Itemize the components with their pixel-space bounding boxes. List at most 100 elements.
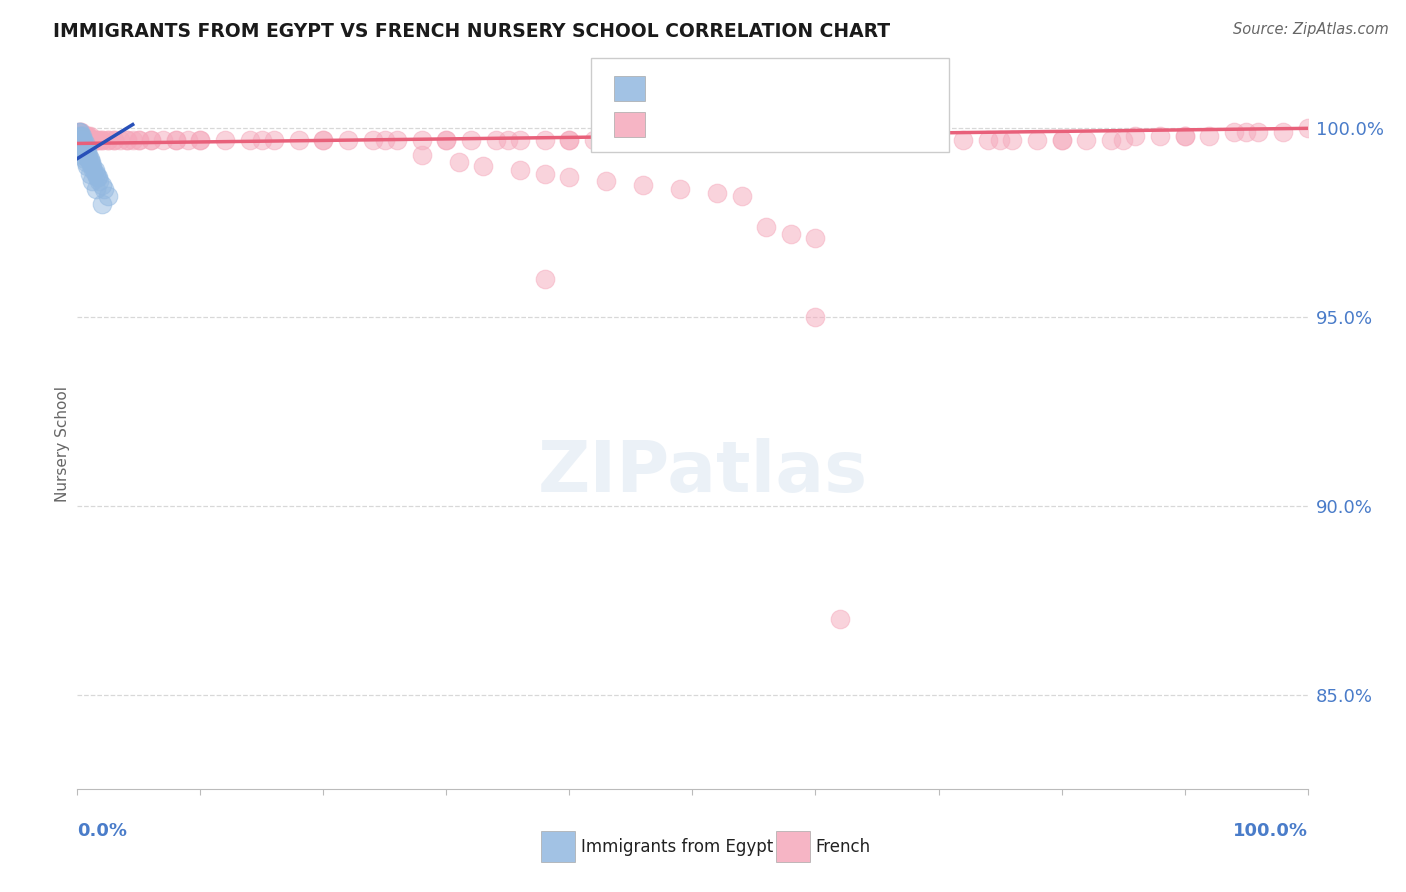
Point [804,133,827,147]
Point [682,133,704,147]
Text: 0.0%: 0.0% [77,822,128,840]
Point [70,128,93,143]
Point [97,133,120,147]
Point [103,133,125,147]
Point [853,133,876,147]
Point [76,144,98,158]
Point [79,167,101,181]
Point [1149,128,1171,143]
Point [77,148,100,162]
Text: Source: ZipAtlas.com: Source: ZipAtlas.com [1233,22,1389,37]
Point [67,125,90,139]
Point [97,189,120,203]
Point [87,170,110,185]
Point [1125,128,1147,143]
Text: ZIPatlas: ZIPatlas [538,438,868,508]
Point [70,144,93,158]
Point [411,148,433,162]
Point [82,162,104,177]
Point [93,182,115,196]
Point [79,155,101,169]
Point [76,128,98,143]
Point [84,133,107,147]
Point [75,155,97,169]
Point [80,155,103,169]
Y-axis label: Nursery School: Nursery School [55,385,70,502]
Text: R =: R = [657,79,699,98]
Point [509,162,531,177]
Point [534,133,557,147]
Point [928,133,950,147]
Point [141,133,163,147]
Point [103,133,125,147]
Point [79,128,101,143]
Point [509,133,531,147]
Point [496,133,519,147]
Point [633,133,655,147]
Point [165,133,187,147]
Point [558,170,581,185]
Point [1198,128,1220,143]
Point [1112,133,1135,147]
Point [988,133,1011,147]
Point [70,128,93,143]
Point [128,133,150,147]
Text: 0.447: 0.447 [710,79,762,98]
Point [83,162,105,177]
Text: N =: N = [772,116,814,134]
Point [669,182,692,196]
Point [86,133,108,147]
Point [86,170,108,185]
Point [110,133,132,147]
Point [1296,121,1319,136]
Point [804,231,827,245]
Point [69,125,91,139]
Point [67,125,90,139]
Point [90,133,114,147]
Point [288,133,311,147]
Point [977,133,1000,147]
Point [780,227,803,241]
Text: 117: 117 [820,116,851,134]
Point [115,133,138,147]
Point [830,133,852,147]
Point [70,128,93,143]
Point [633,178,655,192]
Point [583,133,606,147]
Point [128,133,150,147]
Point [879,133,901,147]
Point [411,133,433,147]
Point [337,133,360,147]
Point [595,174,617,188]
Point [70,128,93,143]
Point [89,133,111,147]
Point [239,133,262,147]
Point [534,167,557,181]
Point [460,133,482,147]
Point [77,152,100,166]
Point [472,159,495,173]
Text: N =: N = [772,79,814,98]
Point [558,133,581,147]
Text: 41: 41 [823,79,853,98]
Point [620,133,643,147]
Point [84,182,107,196]
Point [830,612,852,626]
Point [607,133,630,147]
Text: French: French [815,838,870,855]
Point [780,133,803,147]
Point [361,133,384,147]
Point [70,125,93,139]
Point [1174,128,1197,143]
Point [1272,125,1295,139]
Point [90,133,114,147]
Point [82,159,104,173]
Point [73,152,96,166]
Point [755,133,778,147]
Point [70,140,93,154]
Point [152,133,174,147]
Point [83,133,105,147]
Text: IMMIGRANTS FROM EGYPT VS FRENCH NURSERY SCHOOL CORRELATION CHART: IMMIGRANTS FROM EGYPT VS FRENCH NURSERY … [53,22,890,41]
Point [755,219,778,234]
Point [70,133,93,147]
